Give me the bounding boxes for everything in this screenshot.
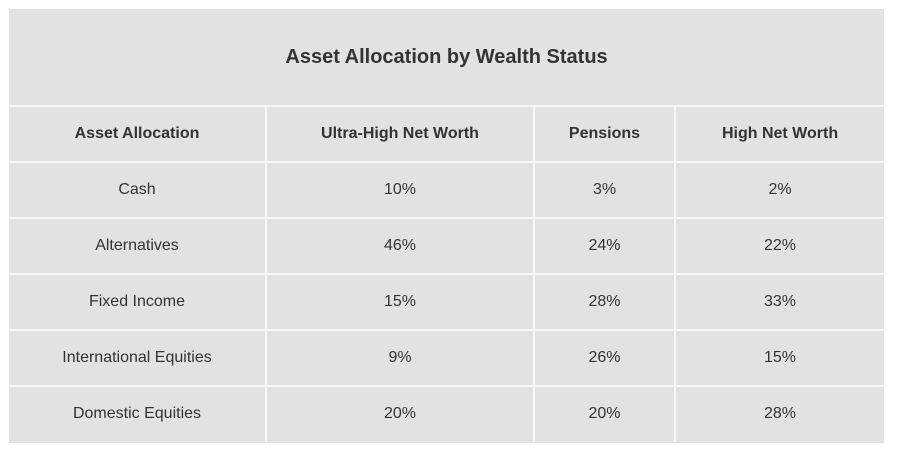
cell-pensions: 28%: [533, 273, 676, 331]
cell-pensions: 26%: [533, 329, 676, 387]
cell-ultra-high-net-worth: 20%: [265, 385, 535, 441]
table-row: Fixed Income 15% 28% 33%: [9, 273, 885, 331]
cell-pensions: 3%: [533, 161, 676, 219]
asset-allocation-table: Asset Allocation by Wealth Status Asset …: [9, 9, 885, 441]
cell-high-net-worth: 22%: [673, 217, 885, 275]
column-header-pensions: Pensions: [533, 105, 676, 163]
table-row: Cash 10% 3% 2%: [9, 161, 885, 219]
row-label: Alternatives: [9, 217, 267, 275]
row-label: Domestic Equities: [9, 385, 267, 441]
table-row: Alternatives 46% 24% 22%: [9, 217, 885, 275]
cell-high-net-worth: 15%: [673, 329, 885, 387]
cell-high-net-worth: 28%: [673, 385, 885, 441]
cell-ultra-high-net-worth: 9%: [265, 329, 535, 387]
column-header-ultra-high-net-worth: Ultra-High Net Worth: [265, 105, 535, 163]
table-title: Asset Allocation by Wealth Status: [9, 9, 885, 107]
row-label: Fixed Income: [9, 273, 267, 331]
cell-high-net-worth: 2%: [673, 161, 885, 219]
allocation-table-container: Asset Allocation by Wealth Status Asset …: [9, 9, 885, 443]
table-row: International Equities 9% 26% 15%: [9, 329, 885, 387]
column-header-high-net-worth: High Net Worth: [673, 105, 885, 163]
row-label: International Equities: [9, 329, 267, 387]
cell-pensions: 20%: [533, 385, 676, 441]
column-header-asset-allocation: Asset Allocation: [9, 105, 267, 163]
row-label: Cash: [9, 161, 267, 219]
cell-ultra-high-net-worth: 46%: [265, 217, 535, 275]
cell-high-net-worth: 33%: [673, 273, 885, 331]
cell-pensions: 24%: [533, 217, 676, 275]
table-row: Domestic Equities 20% 20% 28%: [9, 385, 885, 441]
cell-ultra-high-net-worth: 10%: [265, 161, 535, 219]
header-row: Asset Allocation Ultra-High Net Worth Pe…: [9, 105, 885, 163]
cell-ultra-high-net-worth: 15%: [265, 273, 535, 331]
